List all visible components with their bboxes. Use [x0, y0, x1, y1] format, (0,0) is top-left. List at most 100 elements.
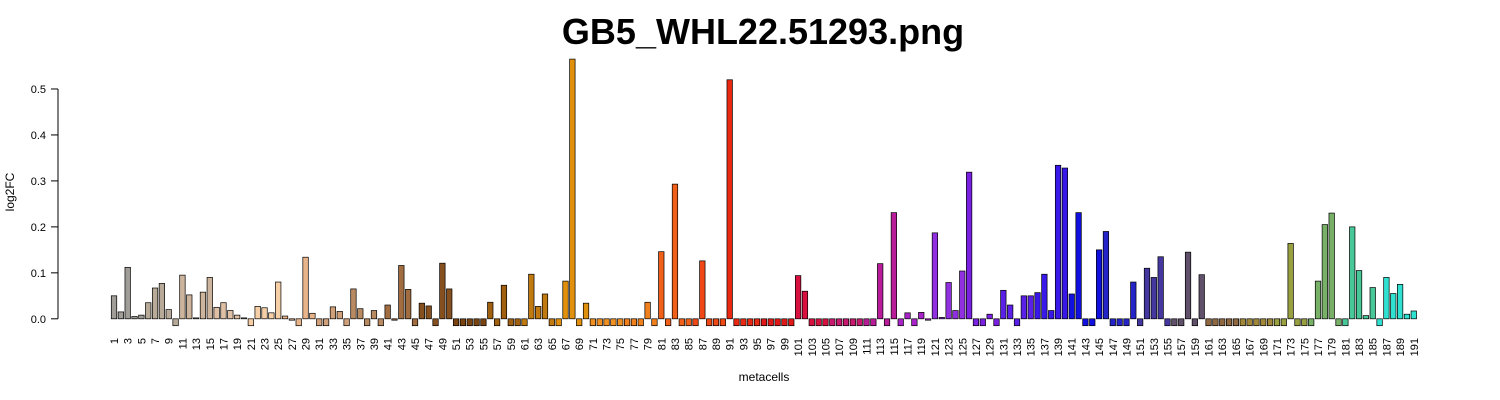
x-tick-label: 59 [506, 338, 518, 350]
bar [959, 270, 966, 320]
x-tick-label: 129 [985, 338, 997, 356]
bar [398, 265, 405, 320]
bar [220, 302, 227, 320]
bar [1178, 318, 1185, 327]
bar [1205, 318, 1212, 327]
bar [938, 317, 945, 320]
x-tick-label: 23 [260, 338, 272, 350]
x-tick-label: 171 [1272, 338, 1284, 356]
bar [883, 318, 891, 327]
x-tick-label: 63 [533, 338, 545, 350]
bar [576, 318, 583, 327]
x-tick-label: 11 [177, 338, 189, 349]
bar [343, 318, 350, 327]
bar [1130, 281, 1137, 320]
bar [234, 314, 241, 320]
x-tick-label: 37 [355, 338, 367, 350]
bar [1355, 270, 1363, 320]
bar [1349, 226, 1356, 320]
bar [753, 318, 761, 327]
x-tick-label: 35 [342, 338, 354, 350]
x-tick-label: 151 [1135, 338, 1147, 356]
x-tick-label: 135 [1026, 338, 1038, 356]
x-tick-label: 65 [547, 338, 559, 350]
bar [1041, 273, 1048, 320]
bar [1027, 295, 1034, 320]
bar [877, 263, 884, 320]
bar [747, 318, 754, 327]
bar [1267, 318, 1274, 327]
x-tick-label: 175 [1299, 338, 1311, 356]
bar [357, 308, 364, 320]
x-tick-label: 79 [643, 338, 655, 350]
bar [507, 318, 514, 327]
bar [637, 318, 644, 327]
bar [186, 294, 193, 320]
bar [1150, 277, 1157, 320]
x-tick-label: 69 [574, 338, 586, 350]
x-tick-label: 75 [615, 338, 627, 350]
bar [904, 312, 911, 320]
bar [966, 171, 973, 320]
bar [466, 318, 473, 327]
x-tick-label: 111 [862, 338, 874, 355]
bar [446, 288, 453, 320]
bar [213, 306, 220, 320]
bar [309, 312, 316, 320]
bar [528, 273, 535, 320]
bar [514, 318, 521, 327]
x-tick-label: 77 [629, 338, 641, 350]
bar [439, 262, 446, 320]
bar [993, 318, 1000, 327]
bar [562, 280, 569, 320]
x-tick-label: 139 [1053, 338, 1065, 356]
bar [377, 318, 384, 327]
bar [329, 306, 337, 320]
x-tick-label: 1 [109, 338, 121, 344]
bar [1362, 315, 1369, 320]
bar [1335, 318, 1342, 327]
x-tick-label: 119 [916, 338, 928, 356]
bar [1219, 318, 1226, 327]
bar [1294, 318, 1301, 327]
x-tick-label: 103 [807, 338, 819, 356]
x-tick-label: 27 [287, 338, 299, 350]
bar [623, 318, 631, 327]
bar [521, 318, 528, 327]
bar [1123, 318, 1130, 327]
bar [596, 318, 603, 327]
bar [227, 310, 234, 320]
bar [247, 318, 254, 327]
x-tick-label: 163 [1217, 338, 1229, 356]
bar [541, 293, 549, 320]
x-tick-label: 113 [875, 338, 887, 356]
bar [808, 318, 815, 327]
bar [1342, 318, 1349, 327]
bar [719, 318, 726, 327]
x-tick-label: 73 [602, 338, 614, 350]
x-tick-label: 183 [1354, 338, 1366, 356]
bar [275, 281, 282, 320]
x-tick-label: 153 [1149, 338, 1161, 356]
bar [924, 318, 932, 321]
y-tick-label: 0.5 [31, 84, 46, 96]
bar [870, 318, 877, 327]
bar [712, 318, 720, 327]
bar [822, 318, 829, 327]
bar [1383, 277, 1390, 320]
bar [1328, 212, 1335, 320]
x-tick-label: 187 [1381, 338, 1393, 356]
x-tick-label: 105 [820, 338, 832, 356]
x-tick-label: 25 [273, 338, 285, 350]
bar [1082, 318, 1089, 327]
bar [151, 287, 159, 320]
bar [288, 318, 295, 321]
bar [1198, 274, 1205, 320]
bar [1321, 224, 1328, 320]
x-tick-label: 39 [369, 338, 381, 350]
bar [1314, 280, 1322, 320]
x-tick-label: 53 [465, 338, 477, 350]
bar [651, 318, 658, 327]
x-tick-label: 131 [998, 338, 1010, 356]
x-tick-label: 167 [1245, 338, 1257, 356]
